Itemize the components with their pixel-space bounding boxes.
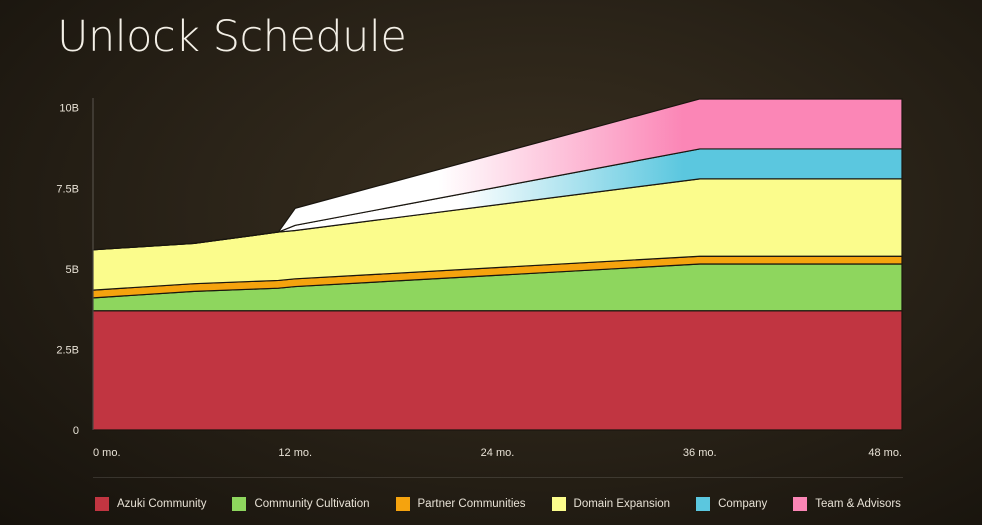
- legend-swatch: [793, 497, 808, 511]
- legend: Azuki Community Community Cultivation Part…: [95, 497, 901, 511]
- legend-swatch: [95, 497, 109, 511]
- legend-item: Company: [696, 497, 767, 511]
- legend-item: Community Cultivation: [232, 497, 370, 511]
- x-tick-label: 36 mo.: [683, 447, 717, 459]
- legend-divider: [93, 477, 903, 478]
- legend-label: Azuki Community: [117, 498, 207, 510]
- legend-swatch: [696, 497, 711, 511]
- legend-swatch: [551, 497, 566, 511]
- legend-swatch: [395, 497, 410, 511]
- x-tick-label: 24 mo.: [481, 447, 515, 459]
- legend-label: Domain Expansion: [573, 498, 671, 510]
- legend-label: Team & Advisors: [815, 498, 901, 510]
- legend-item: Partner Communities: [395, 497, 526, 511]
- y-tick-label: 0: [73, 425, 79, 437]
- legend-swatch: [232, 497, 247, 511]
- page-title: Unlock Schedule: [57, 12, 407, 62]
- y-tick-label: 10B: [59, 103, 79, 115]
- legend-label: Company: [718, 498, 768, 510]
- y-tick-label: 2.5B: [56, 344, 79, 356]
- x-tick-label: 0 mo.: [93, 447, 121, 459]
- x-tick-label: 12 mo.: [278, 447, 312, 459]
- area-series-5: [92, 98, 903, 251]
- legend-label: Community Cultivation: [254, 498, 370, 510]
- y-tick-label: 7.5B: [56, 183, 79, 195]
- legend-item: Team & Advisors: [793, 497, 901, 511]
- area-series-0: [92, 310, 903, 431]
- x-tick-label: 48 mo.: [868, 447, 902, 459]
- legend-item: Azuki Community: [95, 497, 206, 511]
- legend-label: Partner Communities: [417, 498, 526, 510]
- y-tick-label: 5B: [66, 264, 79, 276]
- legend-item: Domain Expansion: [551, 497, 671, 511]
